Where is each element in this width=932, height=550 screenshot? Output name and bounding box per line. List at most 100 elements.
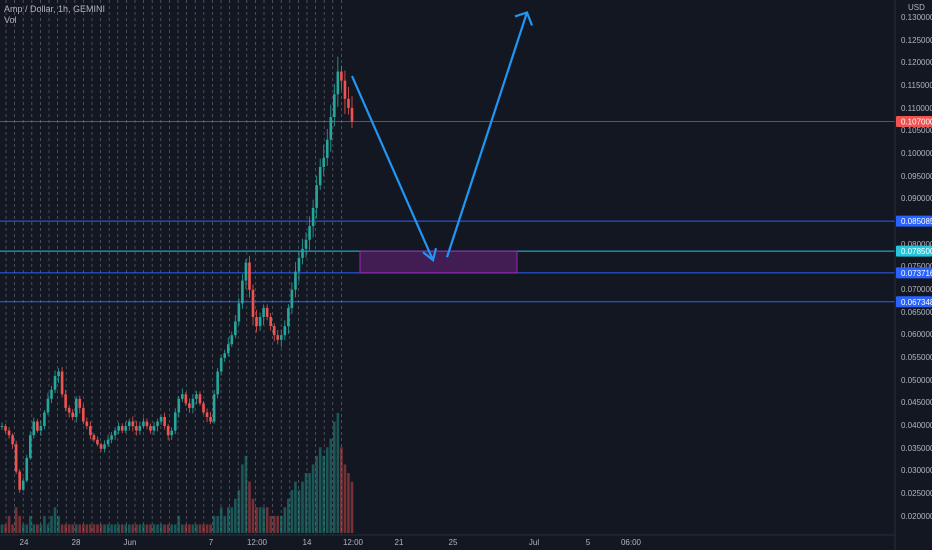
volume-bar (304, 473, 308, 533)
arrow-down-leg[interactable] (350, 75, 435, 261)
candle-body (279, 335, 283, 340)
candle-body (340, 71, 343, 81)
time-tick-label: 21 (395, 538, 404, 547)
horizontal-levels[interactable] (0, 121, 895, 303)
price-tick-label: 0.100000 (901, 149, 932, 158)
price-tag (896, 245, 932, 257)
time-tick-label: 12:00 (343, 538, 364, 547)
candles (0, 56, 354, 493)
target-zone-rectangle[interactable] (359, 250, 518, 274)
price-tick-label: 0.030000 (901, 466, 932, 475)
volume-bar (39, 524, 43, 533)
candle-body (216, 371, 219, 395)
candle-body (0, 426, 4, 428)
price-tick-label: 0.035000 (901, 444, 932, 453)
volume-bar (276, 515, 280, 533)
price-tick-label: 0.050000 (901, 376, 932, 385)
price-tag-label: 0.078500 (901, 247, 932, 256)
volume-bar (71, 524, 75, 533)
volume-bar (43, 515, 46, 533)
volume-bars (0, 413, 354, 533)
chart-legend: Amp / Dollar, 1h, GEMINI Vol (4, 4, 105, 26)
candle-body (255, 317, 258, 327)
volume-bar (265, 507, 269, 533)
volume-bar (145, 524, 149, 533)
volume-bar (46, 524, 50, 533)
candle-body (106, 439, 110, 445)
session-separators (5, 0, 342, 535)
candle-body (57, 371, 60, 377)
candle-body (350, 107, 354, 122)
volume-bar (117, 524, 120, 533)
time-tick-label: 7 (209, 538, 214, 547)
candle-body (212, 394, 216, 422)
volume-bar (32, 524, 36, 533)
time-axis[interactable]: 24 28 Jun 7 12:00 14 12:00 21 25 Jul 5 06:00 (20, 538, 642, 547)
volume-bar (173, 524, 177, 533)
candle-body (181, 394, 184, 399)
volume-bar (127, 524, 131, 533)
volume-bar (216, 515, 219, 533)
price-tick-label: 0.110000 (901, 104, 932, 113)
candle-body (226, 344, 230, 354)
candle-body (325, 139, 329, 158)
price-tag-label: 0.085085 (901, 217, 932, 226)
symbol-title: Amp / Dollar, 1h, GEMINI (4, 4, 106, 14)
volume-bar (96, 524, 99, 533)
volume-bar (106, 524, 110, 533)
volume-bar (181, 524, 184, 533)
candle-body (198, 394, 202, 404)
volume-bar (325, 447, 329, 533)
candle-body (138, 426, 142, 431)
candle-body (131, 421, 135, 427)
candle-body (265, 307, 269, 317)
price-tick-label: 0.095000 (901, 172, 932, 181)
projection-arrow[interactable] (350, 11, 534, 263)
price-tick-label: 0.120000 (901, 58, 932, 67)
volume-bar (25, 524, 29, 533)
volume-bar (21, 524, 25, 533)
candle-body (202, 403, 205, 413)
price-axis[interactable]: 0.130000 0.125000 0.120000 0.115000 0.110000… (901, 13, 932, 521)
volume-bar (85, 524, 89, 533)
candle-body (32, 421, 36, 436)
currency-label: USD (908, 3, 925, 12)
volume-bar (290, 490, 294, 533)
volume-bar (110, 524, 113, 533)
price-tick-label: 0.105000 (901, 126, 932, 135)
candle-body (248, 262, 251, 290)
volume-bar (202, 524, 205, 533)
candle-body (237, 303, 241, 322)
volume-bar (11, 524, 14, 533)
volume-bar (156, 524, 159, 533)
candle-body (170, 430, 173, 436)
candle-body (188, 403, 191, 408)
volume-bar (248, 481, 251, 533)
volume-bar (340, 447, 343, 533)
volume-bar (336, 413, 340, 533)
candle-body (103, 444, 106, 449)
candle-body (89, 426, 92, 436)
candle-body (219, 357, 223, 372)
volume-bar (0, 524, 4, 533)
candle-body (135, 426, 138, 431)
price-tick-label: 0.040000 (901, 421, 932, 430)
candle-body (283, 326, 287, 336)
price-tick-label: 0.090000 (901, 194, 932, 203)
candle-body (53, 376, 57, 390)
candle-body (315, 185, 318, 208)
arrow-up-leg[interactable] (445, 12, 529, 258)
time-tick-label: 5 (586, 538, 591, 547)
price-tag-label: 0.107000 (901, 118, 932, 127)
volume-bar (67, 524, 71, 533)
volume-bar (301, 481, 304, 533)
volume-bar (294, 481, 297, 533)
candle-body (272, 326, 276, 336)
volume-bar (89, 524, 92, 533)
volume-bar (74, 524, 78, 533)
volume-bar (258, 507, 262, 533)
candle-body (251, 289, 255, 317)
candle-body (145, 421, 149, 427)
volume-bar (279, 515, 283, 533)
